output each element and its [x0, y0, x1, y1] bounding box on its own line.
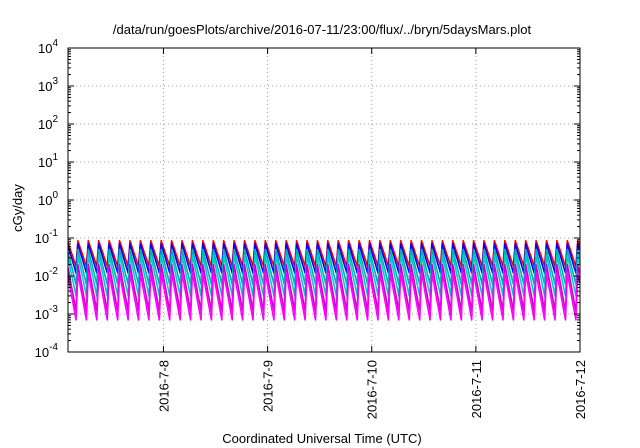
x-axis-label: Coordinated Universal Time (UTC)	[222, 431, 421, 446]
series-line	[67, 243, 581, 274]
y-tick-label: 100	[38, 190, 58, 208]
y-axis-label: cGy/day	[10, 184, 25, 232]
series-layer	[67, 239, 581, 321]
series-line	[67, 263, 581, 312]
y-tick-label: 102	[38, 114, 58, 132]
y-tick-label: 10-1	[35, 228, 59, 246]
x-tick-label: 2016-7-9	[261, 360, 276, 412]
series-line	[67, 254, 581, 297]
chart-title: /data/run/goesPlots/archive/2016-07-11/2…	[113, 22, 532, 37]
series-line	[67, 272, 581, 321]
y-tick-label: 104	[38, 38, 58, 56]
y-tick-label: 10-2	[35, 266, 59, 284]
x-tick-label: 2016-7-10	[365, 360, 380, 419]
x-tick-label: 2016-7-12	[573, 360, 588, 419]
y-tick-label: 10-3	[35, 304, 59, 322]
series-line	[67, 248, 581, 286]
y-tick-label: 101	[38, 152, 58, 170]
x-tick-label: 2016-7-8	[156, 360, 171, 412]
ticks-layer: 10-4 10-3 10-2 10-1 100 101 102 103 104 2016-7-8 2…	[35, 38, 588, 419]
y-tick-label: 103	[38, 76, 58, 94]
series-line	[67, 239, 581, 268]
y-tick-label: 10-4	[35, 342, 59, 360]
x-tick-label: 2016-7-11	[469, 360, 484, 418]
